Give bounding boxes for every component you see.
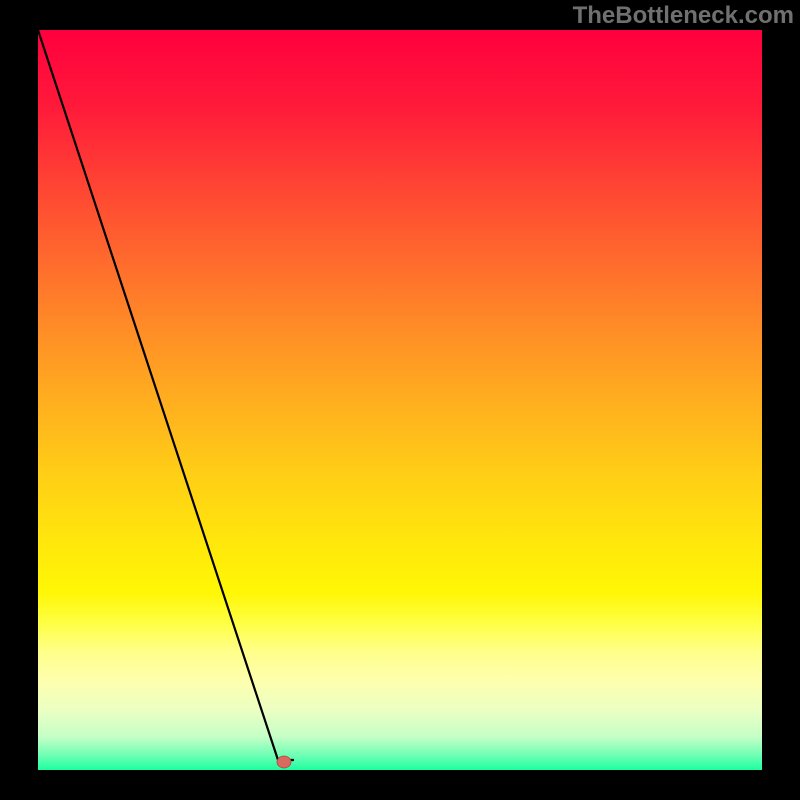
watermark-text: TheBottleneck.com [573, 0, 800, 30]
chart-svg [0, 0, 800, 800]
chart-container: TheBottleneck.com [0, 0, 800, 800]
optimum-marker [277, 756, 291, 768]
plot-background [38, 30, 762, 770]
